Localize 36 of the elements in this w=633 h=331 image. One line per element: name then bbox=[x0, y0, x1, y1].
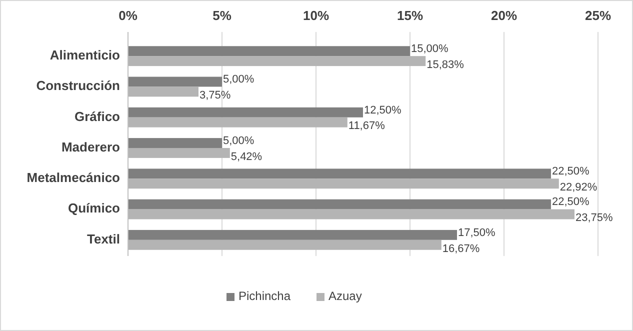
legend-label: Pichincha bbox=[238, 289, 291, 304]
y-tick-label: Construcción bbox=[36, 78, 120, 94]
y-tick-label: Maderero bbox=[61, 139, 120, 154]
bar bbox=[128, 46, 410, 56]
data-label: 12,50% bbox=[364, 104, 402, 116]
data-label: 5,00% bbox=[223, 74, 254, 86]
legend-label: Azuay bbox=[328, 289, 362, 304]
data-label: 23,75% bbox=[576, 212, 614, 224]
bar bbox=[128, 138, 222, 148]
bar bbox=[128, 76, 222, 87]
y-tick-label: Gráfico bbox=[74, 108, 120, 124]
x-tick-label: 5% bbox=[212, 8, 232, 23]
bar bbox=[128, 107, 363, 118]
data-label: 3,75% bbox=[200, 90, 231, 102]
y-tick-label: Químico bbox=[68, 200, 120, 216]
data-label: 22,92% bbox=[560, 182, 598, 194]
x-tick-label: 10% bbox=[302, 8, 330, 23]
x-tick-label: 25% bbox=[584, 8, 612, 23]
data-label: 5,00% bbox=[223, 134, 254, 147]
data-label: 22,50% bbox=[552, 196, 590, 208]
x-tick-label: 15% bbox=[396, 8, 424, 23]
bar bbox=[128, 230, 457, 240]
x-tick-label: 20% bbox=[490, 8, 518, 23]
data-label: 5,42% bbox=[230, 150, 262, 163]
x-tick-label: 0% bbox=[118, 8, 138, 23]
data-label: 16,67% bbox=[442, 242, 480, 255]
data-label: 17,50% bbox=[458, 226, 496, 239]
y-tick-label: Alimenticio bbox=[50, 48, 120, 63]
data-label: 11,67% bbox=[348, 120, 386, 132]
y-tick-label: Metalmecánico bbox=[26, 170, 120, 186]
y-tick-label: Textil bbox=[87, 231, 120, 246]
data-label: 15,00% bbox=[411, 43, 449, 56]
bar bbox=[128, 199, 551, 210]
data-label: 15,83% bbox=[426, 58, 464, 71]
bar bbox=[128, 168, 551, 179]
data-label: 22,50% bbox=[552, 166, 590, 178]
